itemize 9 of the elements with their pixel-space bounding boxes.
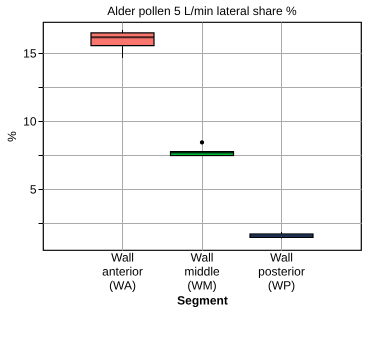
chart-title: Alder pollen 5 L/min lateral share % [107,4,298,18]
x-tick-label: Wall anterior (WA) [102,250,143,292]
y-tick-label: 15 [23,46,37,61]
y-tick-label: 5 [30,182,37,196]
y-tick-label: 10 [23,114,37,129]
y-axis-title: % [5,130,20,142]
x-tick-label: Wall middle (WM) [184,250,220,292]
x-tick-label: Wall posterior (WP) [258,250,305,292]
x-axis-title: Segment [177,294,228,308]
